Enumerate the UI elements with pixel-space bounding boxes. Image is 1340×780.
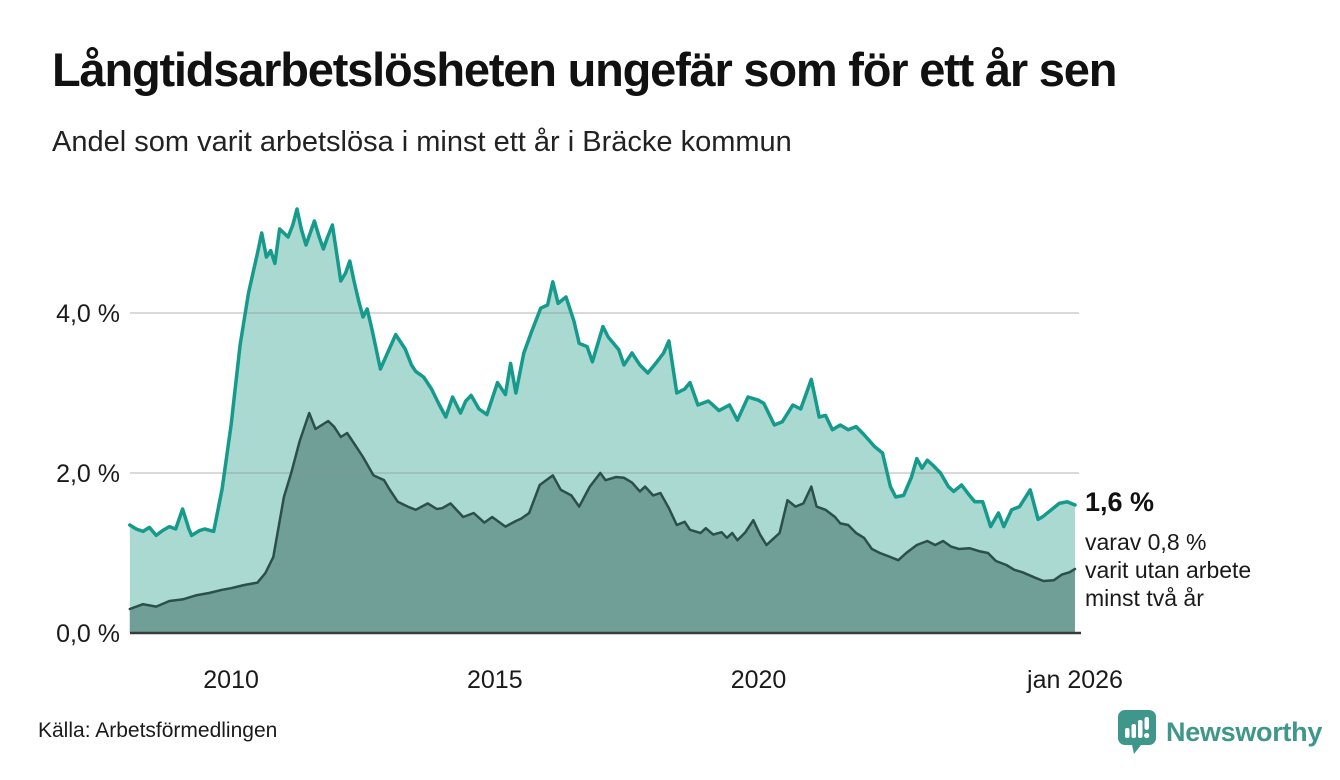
y-tick-label: 0,0 % [56, 620, 120, 648]
series-line-0 [128, 207, 1077, 538]
series-line-1 [128, 411, 1077, 611]
annotation-line-1: varav 0,8 % [1085, 529, 1207, 555]
x-tick-label: 2015 [467, 666, 523, 694]
newsworthy-bubble-icon [1118, 710, 1156, 754]
page-title: Långtidsarbetslösheten ungefär som för e… [52, 43, 1117, 96]
latest-value-label: 1,6 % [1085, 487, 1155, 517]
brand-name: Newsworthy [1166, 716, 1323, 747]
series-area-1 [129, 413, 1076, 633]
source-caption: Källa: Arbetsförmedlingen [38, 719, 278, 742]
latest-value-annotation: 1,6 % varav 0,8 % varit utan arbete mins… [1085, 487, 1315, 612]
x-tick-label: 2020 [731, 666, 787, 694]
chart-subtitle: Andel som varit arbetslösa i minst ett å… [52, 126, 792, 158]
annotation-line-3: minst två år [1085, 585, 1204, 611]
x-tick-label: 2010 [203, 666, 259, 694]
annotation-line-2: varit utan arbete [1085, 557, 1252, 583]
newsworthy-logo: Newsworthy [1117, 709, 1322, 755]
x-tick-label: jan 2026 [1026, 666, 1123, 694]
y-tick-label: 2,0 % [56, 460, 120, 488]
y-tick-label: 4,0 % [56, 300, 120, 328]
